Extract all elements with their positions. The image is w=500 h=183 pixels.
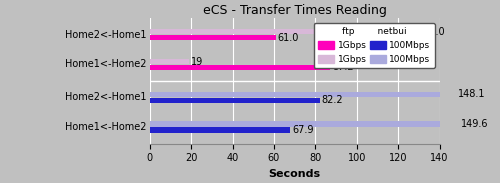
- Text: Home2<-Home1: Home2<-Home1: [65, 92, 146, 102]
- Text: 67.9: 67.9: [292, 125, 314, 135]
- Text: 61.0: 61.0: [278, 33, 299, 43]
- X-axis label: Seconds: Seconds: [268, 169, 320, 179]
- Bar: [150, 122, 460, 127]
- Legend: 1Gbps, 1Gbps, 100Mbps, 100Mbps: 1Gbps, 1Gbps, 100Mbps, 100Mbps: [314, 23, 435, 68]
- Text: 129.0: 129.0: [418, 27, 446, 37]
- Bar: [150, 65, 330, 70]
- Bar: [150, 35, 276, 40]
- Bar: [150, 92, 456, 97]
- Text: Home2<-Home1: Home2<-Home1: [65, 30, 146, 40]
- Bar: [150, 59, 189, 64]
- Bar: [150, 29, 417, 34]
- Text: 148.1: 148.1: [458, 89, 485, 99]
- Bar: [150, 127, 290, 133]
- Text: 19: 19: [191, 57, 203, 66]
- Text: Home1<-Home2: Home1<-Home2: [65, 59, 146, 70]
- Title: eCS - Transfer Times Reading: eCS - Transfer Times Reading: [202, 4, 386, 17]
- Text: 82.2: 82.2: [322, 95, 343, 105]
- Text: 149.6: 149.6: [461, 119, 488, 129]
- Bar: [150, 98, 320, 103]
- Text: Home1<-Home2: Home1<-Home2: [65, 122, 146, 132]
- Text: 87.2: 87.2: [332, 62, 353, 72]
